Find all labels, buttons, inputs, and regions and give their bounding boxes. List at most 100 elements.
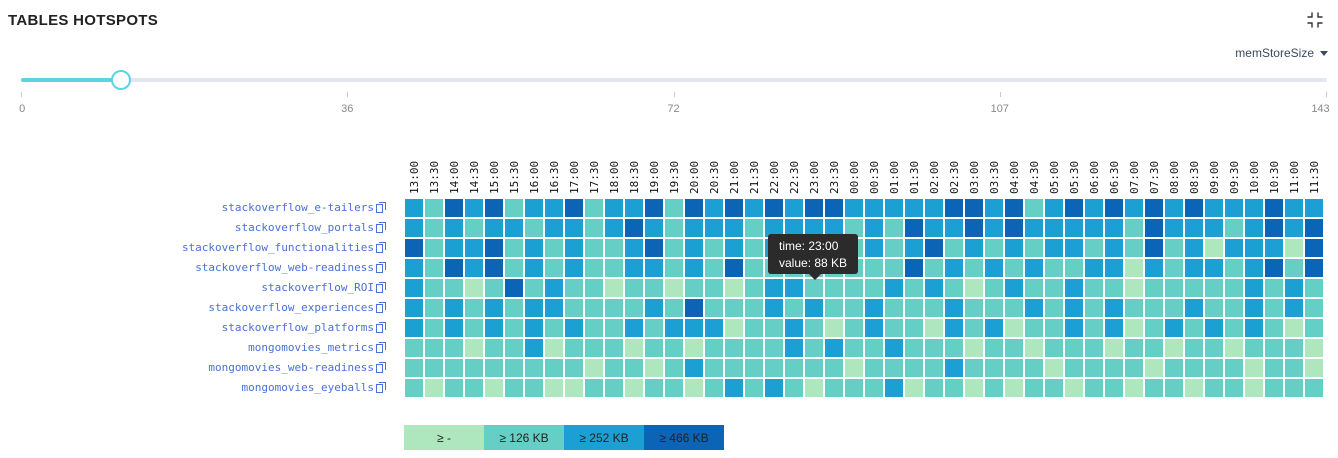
- heatmap-cell[interactable]: [504, 258, 524, 278]
- heatmap-cell[interactable]: [644, 298, 664, 318]
- copy-icon[interactable]: [376, 242, 386, 253]
- heatmap-cell[interactable]: [424, 338, 444, 358]
- heatmap-cell[interactable]: [644, 238, 664, 258]
- heatmap-cell[interactable]: [924, 378, 944, 398]
- heatmap-cell[interactable]: [1164, 278, 1184, 298]
- heatmap-cell[interactable]: [1184, 338, 1204, 358]
- heatmap-cell[interactable]: [684, 198, 704, 218]
- heatmap-cell[interactable]: [1144, 378, 1164, 398]
- heatmap-cell[interactable]: [704, 218, 724, 238]
- heatmap-cell[interactable]: [1084, 358, 1104, 378]
- heatmap-cell[interactable]: [424, 278, 444, 298]
- heatmap-cell[interactable]: [1224, 378, 1244, 398]
- heatmap-cell[interactable]: [1264, 218, 1284, 238]
- heatmap-cell[interactable]: [504, 198, 524, 218]
- heatmap-cell[interactable]: [584, 318, 604, 338]
- heatmap-cell[interactable]: [1304, 238, 1324, 258]
- heatmap-cell[interactable]: [1124, 258, 1144, 278]
- heatmap-cell[interactable]: [484, 238, 504, 258]
- heatmap-cell[interactable]: [1184, 278, 1204, 298]
- heatmap-cell[interactable]: [604, 278, 624, 298]
- heatmap-cell[interactable]: [1024, 258, 1044, 278]
- heatmap-cell[interactable]: [624, 238, 644, 258]
- heatmap-cell[interactable]: [964, 298, 984, 318]
- heatmap-cell[interactable]: [864, 378, 884, 398]
- heatmap-cell[interactable]: [1064, 358, 1084, 378]
- heatmap-cell[interactable]: [1304, 298, 1324, 318]
- heatmap-cell[interactable]: [1184, 218, 1204, 238]
- heatmap-cell[interactable]: [624, 278, 644, 298]
- heatmap-cell[interactable]: [1124, 218, 1144, 238]
- heatmap-cell[interactable]: [444, 358, 464, 378]
- heatmap-cell[interactable]: [464, 258, 484, 278]
- heatmap-cell[interactable]: [524, 358, 544, 378]
- heatmap-cell[interactable]: [404, 238, 424, 258]
- heatmap-cell[interactable]: [484, 338, 504, 358]
- heatmap-cell[interactable]: [484, 258, 504, 278]
- heatmap-cell[interactable]: [464, 238, 484, 258]
- heatmap-cell[interactable]: [524, 258, 544, 278]
- heatmap-cell[interactable]: [1224, 338, 1244, 358]
- heatmap-cell[interactable]: [644, 338, 664, 358]
- heatmap-cell[interactable]: [1084, 218, 1104, 238]
- heatmap-cell[interactable]: [824, 278, 844, 298]
- heatmap-cell[interactable]: [764, 378, 784, 398]
- heatmap-cell[interactable]: [1284, 338, 1304, 358]
- heatmap-cell[interactable]: [444, 278, 464, 298]
- heatmap-cell[interactable]: [624, 318, 644, 338]
- heatmap-cell[interactable]: [604, 258, 624, 278]
- heatmap-cell[interactable]: [504, 378, 524, 398]
- heatmap-cell[interactable]: [864, 298, 884, 318]
- heatmap-cell[interactable]: [744, 338, 764, 358]
- heatmap-cell[interactable]: [1244, 238, 1264, 258]
- heatmap-cell[interactable]: [1004, 358, 1024, 378]
- heatmap-cell[interactable]: [824, 318, 844, 338]
- heatmap-cell[interactable]: [804, 358, 824, 378]
- heatmap-cell[interactable]: [984, 258, 1004, 278]
- heatmap-cell[interactable]: [484, 198, 504, 218]
- heatmap-cell[interactable]: [944, 338, 964, 358]
- heatmap-cell[interactable]: [1064, 218, 1084, 238]
- heatmap-cell[interactable]: [1244, 318, 1264, 338]
- heatmap-cell[interactable]: [964, 338, 984, 358]
- heatmap-cell[interactable]: [1144, 238, 1164, 258]
- heatmap-cell[interactable]: [424, 198, 444, 218]
- heatmap-cell[interactable]: [604, 318, 624, 338]
- heatmap-cell[interactable]: [1144, 338, 1164, 358]
- heatmap-cell[interactable]: [404, 298, 424, 318]
- heatmap-cell[interactable]: [1124, 338, 1144, 358]
- heatmap-cell[interactable]: [1284, 278, 1304, 298]
- table-name-link[interactable]: stackoverflow_ROI: [261, 281, 386, 294]
- heatmap-cell[interactable]: [804, 318, 824, 338]
- heatmap-cell[interactable]: [644, 258, 664, 278]
- heatmap-cell[interactable]: [1204, 358, 1224, 378]
- heatmap-cell[interactable]: [924, 358, 944, 378]
- heatmap-cell[interactable]: [644, 318, 664, 338]
- heatmap-cell[interactable]: [444, 218, 464, 238]
- heatmap-cell[interactable]: [1244, 278, 1264, 298]
- heatmap-cell[interactable]: [1204, 238, 1224, 258]
- heatmap-cell[interactable]: [1264, 298, 1284, 318]
- copy-icon[interactable]: [376, 222, 386, 233]
- heatmap-cell[interactable]: [664, 338, 684, 358]
- heatmap-cell[interactable]: [1024, 198, 1044, 218]
- heatmap-cell[interactable]: [844, 198, 864, 218]
- heatmap-cell[interactable]: [544, 318, 564, 338]
- heatmap-cell[interactable]: [1284, 198, 1304, 218]
- heatmap-cell[interactable]: [664, 198, 684, 218]
- heatmap-cell[interactable]: [1104, 338, 1124, 358]
- heatmap-cell[interactable]: [484, 318, 504, 338]
- heatmap-cell[interactable]: [1204, 298, 1224, 318]
- heatmap-cell[interactable]: [744, 258, 764, 278]
- heatmap-cell[interactable]: [1104, 318, 1124, 338]
- heatmap-cell[interactable]: [784, 378, 804, 398]
- heatmap-cell[interactable]: [1064, 378, 1084, 398]
- heatmap-cell[interactable]: [524, 218, 544, 238]
- heatmap-cell[interactable]: [964, 218, 984, 238]
- heatmap-cell[interactable]: [824, 298, 844, 318]
- heatmap-cell[interactable]: [1004, 298, 1024, 318]
- heatmap-cell[interactable]: [964, 258, 984, 278]
- heatmap-cell[interactable]: [804, 378, 824, 398]
- heatmap-cell[interactable]: [1164, 378, 1184, 398]
- heatmap-cell[interactable]: [1004, 318, 1024, 338]
